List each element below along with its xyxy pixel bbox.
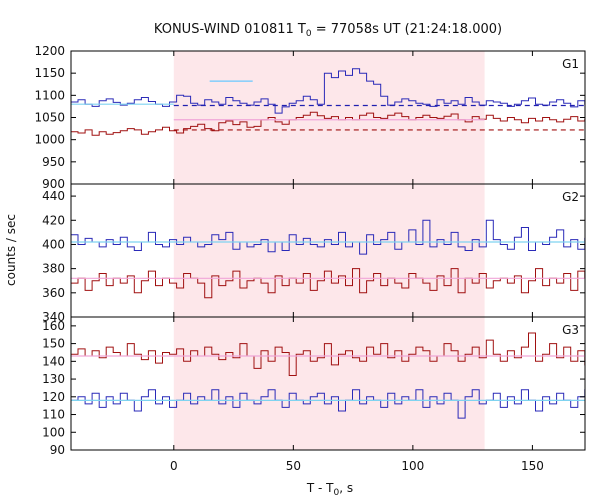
y-tick-label: 1100 <box>34 88 65 102</box>
panel-plot-area <box>71 68 585 136</box>
y-tick-label: 130 <box>42 372 65 386</box>
panel-plot-area <box>71 332 585 419</box>
y-tick-label: 340 <box>42 310 65 324</box>
panel-g3: 90 100 110 120 130 140 150 160 G3 <box>42 316 586 457</box>
y-tick-label: 150 <box>42 337 65 351</box>
y-tick-label: 380 <box>42 262 65 276</box>
panel-frame <box>70 316 586 451</box>
x-axis-label-subscript: 0 <box>334 488 340 498</box>
panels-group: 90095010001050110011501200G1340360380400… <box>34 44 586 473</box>
y-tick-label: 420 <box>42 213 65 227</box>
panel-plot-area <box>71 219 585 299</box>
x-axis-label-suffix: , s <box>339 481 353 495</box>
chart-title-suffix: = 77058s UT (21:24:18.000) <box>312 22 502 37</box>
series-red-series-g2 <box>71 268 585 299</box>
series-blue-series-g3 <box>71 389 585 419</box>
y-tick-label: 950 <box>42 155 65 169</box>
y-tick-label: 1200 <box>34 44 65 58</box>
x-axis-label: T - T0, s <box>306 481 353 498</box>
x-tick-label: 100 <box>401 459 424 473</box>
y-tick-label: 110 <box>42 408 65 422</box>
y-tick-label: 120 <box>42 390 65 404</box>
y-tick-label: 1150 <box>34 66 65 80</box>
x-tick-label: 150 <box>521 459 544 473</box>
panel-g2: 340 360 380 400 420 440 G2 <box>42 183 586 324</box>
y-tick-label: 360 <box>42 286 65 300</box>
y-tick-label: 900 <box>42 177 65 191</box>
y-tick-label: 140 <box>42 354 65 368</box>
series-blue-series-g1 <box>71 68 585 114</box>
series-red-series-g3 <box>71 332 585 376</box>
y-tick-label: 160 <box>42 319 65 333</box>
panel-g1: 900 950 1000 1050 1100 1150 1200 G1 <box>34 44 586 191</box>
analysis-interval-shade <box>173 51 485 450</box>
y-axis-label: counts / sec <box>4 214 18 286</box>
y-tick-label: 100 <box>42 425 65 439</box>
series-blue-series-g2 <box>71 219 585 255</box>
panel-label: G3 <box>562 323 579 337</box>
chart-title: KONUS-WIND 010811 T0 = 77058s UT (21:24:… <box>154 22 502 39</box>
y-tick-label: 440 <box>42 189 65 203</box>
y-tick-label: 90 <box>50 443 65 457</box>
x-tick-label: 0 <box>170 459 178 473</box>
chart-title-subscript: 0 <box>306 29 312 39</box>
y-tick-label: 400 <box>42 237 65 251</box>
panel-label: G2 <box>562 190 579 204</box>
panel-label: G1 <box>562 57 579 71</box>
y-tick-label: 1050 <box>34 111 65 125</box>
y-tick-label: 1000 <box>34 133 65 147</box>
x-tick-label: 50 <box>286 459 301 473</box>
